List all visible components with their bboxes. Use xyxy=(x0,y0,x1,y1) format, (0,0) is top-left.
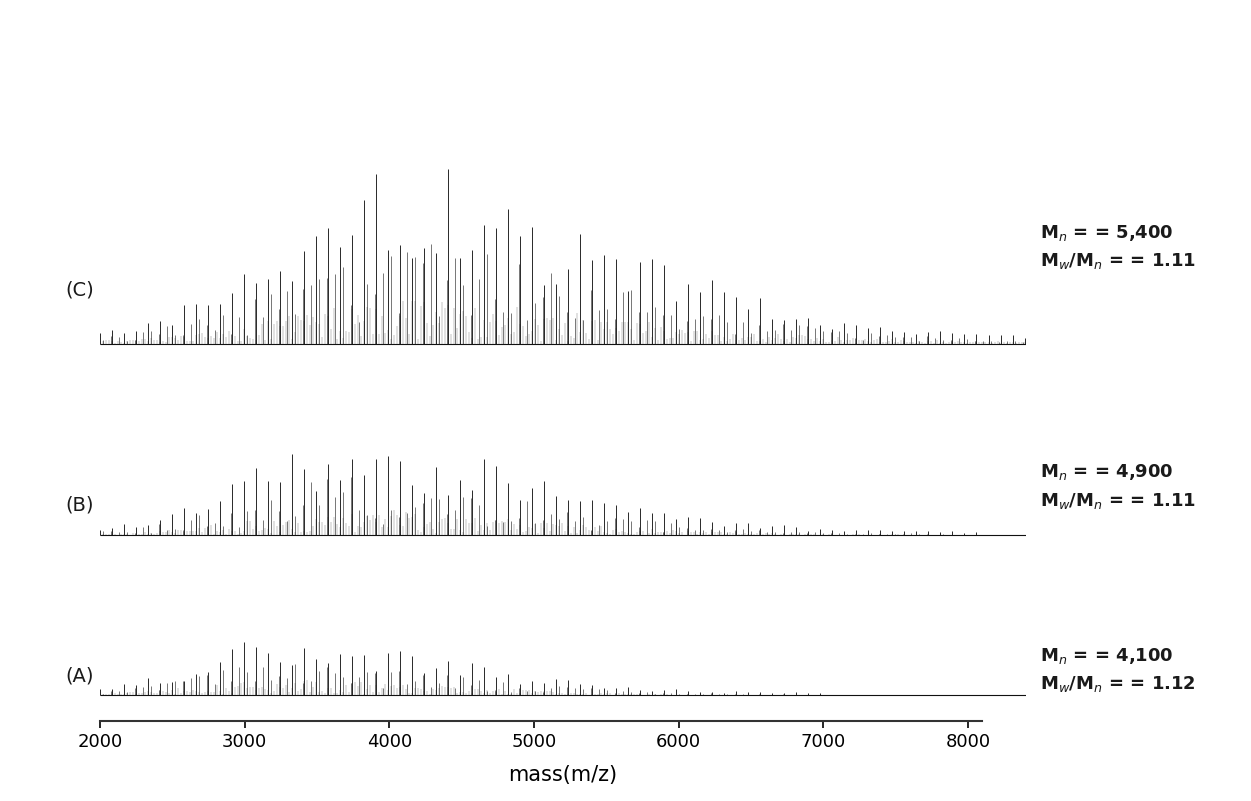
Text: M$_n$ = = 4,900: M$_n$ = = 4,900 xyxy=(1041,462,1173,482)
Text: M$_w$/M$_n$ = = 1.11: M$_w$/M$_n$ = = 1.11 xyxy=(1041,491,1196,511)
Text: M$_w$/M$_n$ = = 1.12: M$_w$/M$_n$ = = 1.12 xyxy=(1041,674,1196,694)
Text: M$_n$ = = 4,100: M$_n$ = = 4,100 xyxy=(1041,646,1173,666)
Text: (B): (B) xyxy=(66,495,94,514)
Text: M$_w$/M$_n$ = = 1.11: M$_w$/M$_n$ = = 1.11 xyxy=(1041,252,1196,272)
Text: (A): (A) xyxy=(66,666,94,686)
Text: (C): (C) xyxy=(65,280,94,300)
Text: M$_n$ = = 5,400: M$_n$ = = 5,400 xyxy=(1041,223,1173,243)
X-axis label: mass(m/z): mass(m/z) xyxy=(508,765,618,785)
